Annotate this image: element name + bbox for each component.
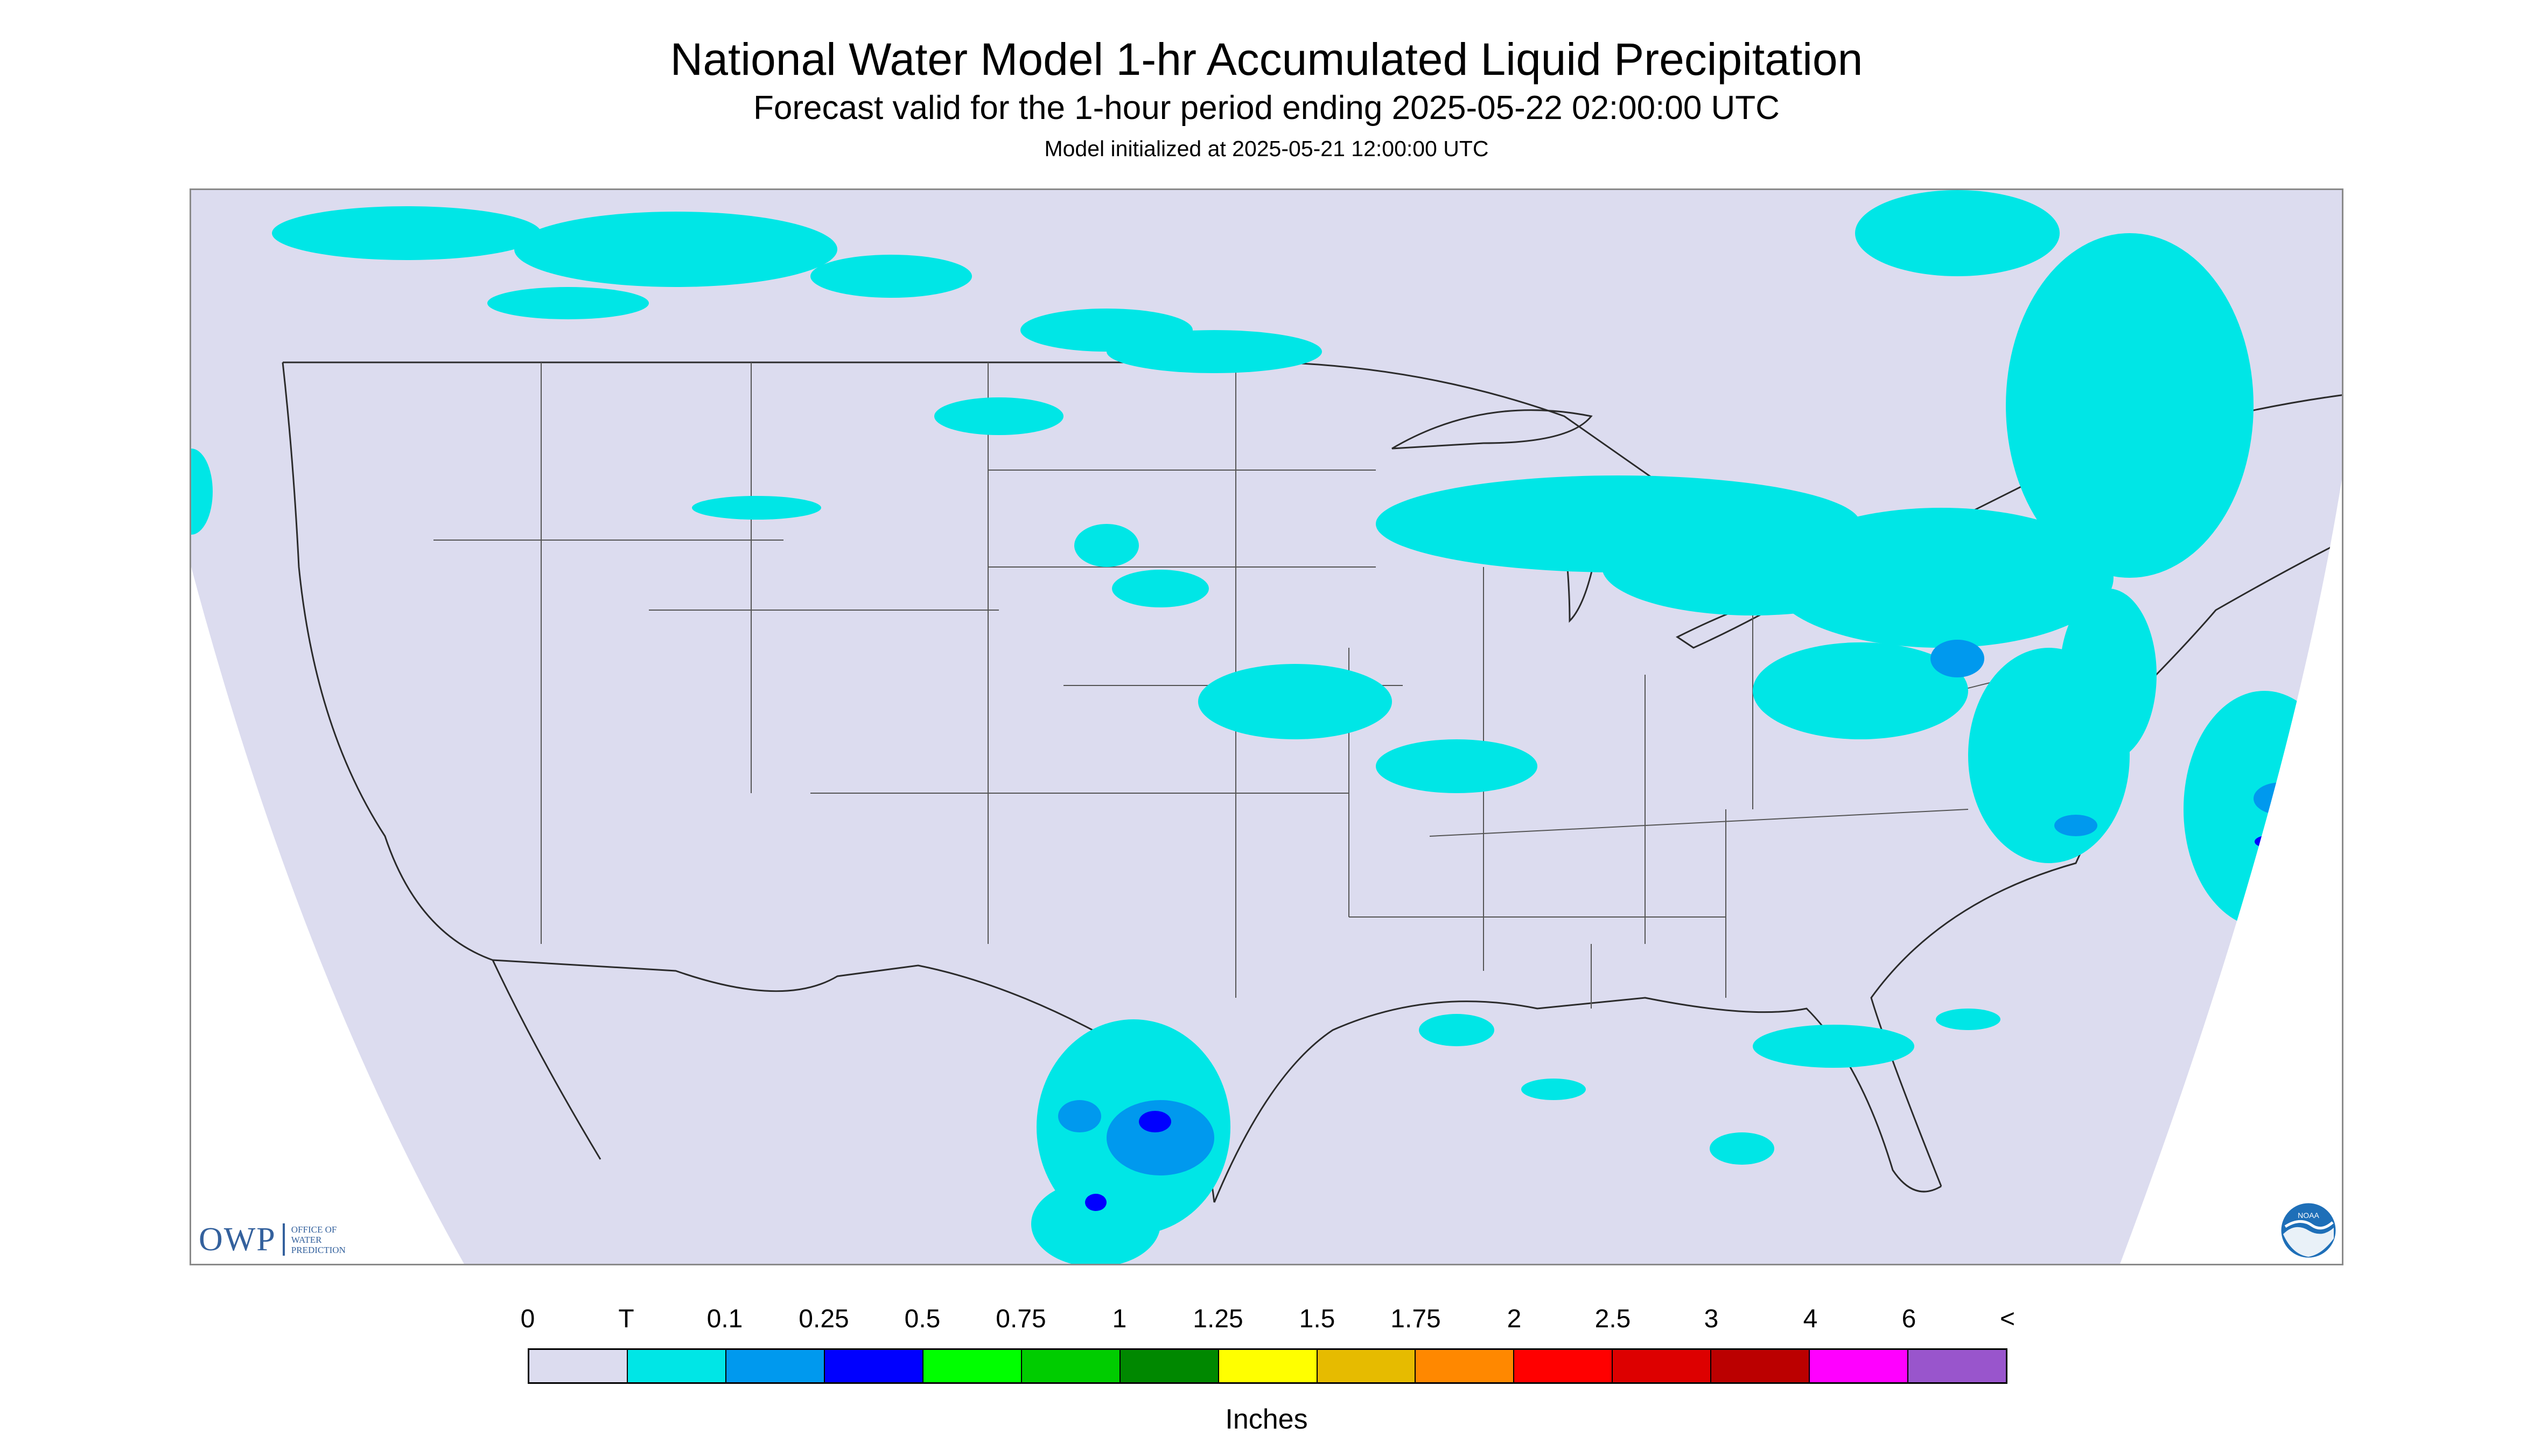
legend-label: 1.5: [1299, 1305, 1335, 1333]
legend-label: 2: [1507, 1305, 1522, 1333]
owp-sub-line: OFFICE OF: [291, 1224, 337, 1235]
map-title: National Water Model 1-hr Accumulated Li…: [670, 34, 1863, 85]
owp-logo: OWP OFFICE OF WATER PREDICTION: [199, 1218, 346, 1261]
legend-label: 0.75: [996, 1305, 1046, 1333]
map-canvas: [191, 190, 2342, 1264]
legend-swatch: [529, 1350, 628, 1382]
legend-swatch: [1613, 1350, 1712, 1382]
legend-swatch: [1120, 1350, 1219, 1382]
legend-swatch: [1711, 1350, 1810, 1382]
legend-swatch: [1810, 1350, 1909, 1382]
legend-label: 0: [520, 1305, 535, 1333]
legend-label: <: [1999, 1305, 2016, 1333]
west-coast: [282, 362, 601, 1160]
legend-label: 6: [1901, 1305, 1916, 1333]
legend-label: 0.5: [904, 1305, 941, 1333]
legend-swatch: [1908, 1350, 2006, 1382]
owp-logo-subtext: OFFICE OF WATER PREDICTION: [291, 1224, 346, 1255]
legend-label: 1.75: [1390, 1305, 1441, 1333]
owp-sub-line: WATER: [291, 1234, 322, 1245]
legend-labels: 0 T 0.1 0.25 0.5 0.75 1 1.25 1.5 1.75 2 …: [0, 1303, 2533, 1335]
legend-label: 2.5: [1594, 1305, 1631, 1333]
legend-label: 3: [1704, 1305, 1719, 1333]
legend-swatch: [627, 1350, 726, 1382]
legend-colorbar: [528, 1348, 2007, 1384]
owp-logo-divider: [282, 1223, 285, 1256]
noaa-logo: NOAA: [2279, 1201, 2338, 1259]
legend-label: 0.25: [799, 1305, 849, 1333]
forecast-valid-subtitle: Forecast valid for the 1-hour period end…: [753, 89, 1780, 127]
legend-label: 4: [1803, 1305, 1818, 1333]
legend-label: 0.1: [706, 1305, 743, 1333]
precip-trace: [191, 190, 2342, 1264]
legend-label: 1.25: [1193, 1305, 1243, 1333]
legend-swatch: [1514, 1350, 1613, 1382]
legend-swatch: [1416, 1350, 1515, 1382]
legend-label: T: [618, 1305, 634, 1333]
legend-swatch: [1021, 1350, 1121, 1382]
legend-swatch: [923, 1350, 1022, 1382]
owp-logo-text: OWP: [199, 1221, 276, 1258]
legend-units: Inches: [1225, 1404, 1308, 1435]
legend-swatch: [1219, 1350, 1318, 1382]
legend-swatch: [824, 1350, 923, 1382]
legend-swatch: [1317, 1350, 1416, 1382]
precipitation-map: [190, 188, 2343, 1265]
white-overlay: [191, 479, 2342, 1264]
noaa-logo-text: NOAA: [2298, 1211, 2319, 1220]
model-init-line: Model initialized at 2025-05-21 12:00:00…: [1044, 136, 1489, 161]
legend-label: 1: [1112, 1305, 1127, 1333]
owp-sub-line: PREDICTION: [291, 1244, 346, 1255]
lake-superior: [1391, 409, 1593, 450]
legend-swatch: [726, 1350, 825, 1382]
gulf-coast: [1213, 997, 1942, 1203]
